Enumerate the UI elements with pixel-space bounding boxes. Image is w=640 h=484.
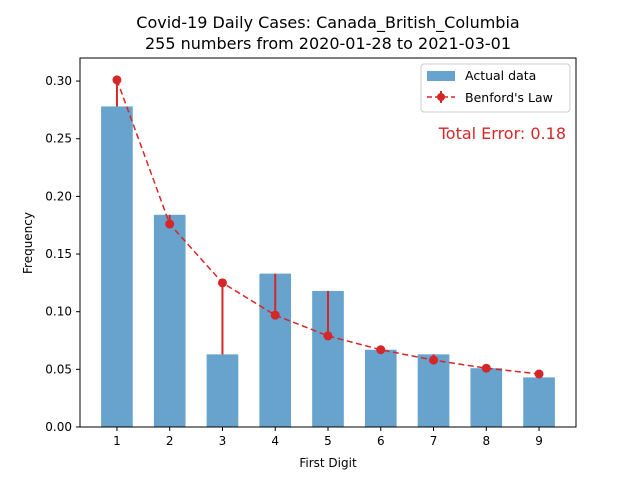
x-tick-label-9: 9: [535, 434, 543, 448]
benford-point-digit-8: [481, 363, 491, 373]
x-tick-label-1: 1: [113, 434, 121, 448]
bar-digit-2: [153, 214, 186, 427]
y-tick-label-2: 0.10: [45, 305, 72, 319]
legend-marker-swatch: [437, 93, 445, 101]
y-tick-label-0: 0.00: [45, 420, 72, 434]
bar-digit-6: [364, 349, 397, 427]
x-tick-label-8: 8: [482, 434, 490, 448]
y-tick-label-1: 0.05: [45, 362, 72, 376]
benford-point-digit-3: [217, 278, 227, 288]
y-axis: 0.00 0.05 0.10 0.15 0.20 0.25 0.30: [45, 74, 80, 434]
legend-bar-swatch: [427, 71, 455, 81]
legend-label-benford: Benford's Law: [465, 90, 553, 105]
benford-point-digit-5: [323, 331, 333, 341]
legend-frame: [420, 63, 571, 113]
x-axis-label: First Digit: [299, 456, 357, 470]
x-tick-label-4: 4: [271, 434, 279, 448]
y-tick-label-4: 0.20: [45, 189, 72, 203]
benford-point-digit-7: [429, 355, 439, 365]
benford-series-line: [116, 79, 540, 375]
legend-label-actual: Actual data: [465, 68, 536, 83]
x-axis: 1 2 3 4 5 6 7 8 9: [113, 427, 543, 448]
benford-point-digit-9: [534, 369, 544, 379]
chart-title: Covid-19 Daily Cases: Canada_British_Col…: [136, 13, 519, 33]
benford-line-layer: [112, 75, 544, 379]
benford-point-digit-2: [165, 219, 175, 229]
benford-point-digit-4: [270, 310, 280, 320]
y-axis-label: Frequency: [21, 212, 35, 274]
y-tick-label-3: 0.15: [45, 247, 72, 261]
bar-digit-7: [417, 354, 450, 427]
benford-point-digit-1: [112, 75, 122, 85]
legend: Actual data Benford's Law: [420, 63, 571, 113]
x-tick-label-5: 5: [324, 434, 332, 448]
x-tick-label-7: 7: [430, 434, 438, 448]
benford-point-digit-6: [376, 345, 386, 355]
error-lines-layer: [115, 79, 541, 378]
chart-subtitle: 255 numbers from 2020-01-28 to 2021-03-0…: [145, 34, 511, 53]
bar-digit-9: [523, 377, 555, 427]
bars-layer: [101, 106, 555, 428]
total-error-annotation: Total Error: 0.18: [438, 124, 566, 143]
y-tick-label-5: 0.25: [45, 132, 72, 146]
x-tick-label-3: 3: [219, 434, 227, 448]
bar-digit-8: [470, 368, 503, 427]
x-tick-label-6: 6: [377, 434, 385, 448]
bar-digit-1: [101, 106, 133, 428]
y-tick-label-6: 0.30: [45, 74, 72, 88]
bar-digit-3: [206, 354, 239, 427]
x-tick-label-2: 2: [166, 434, 174, 448]
